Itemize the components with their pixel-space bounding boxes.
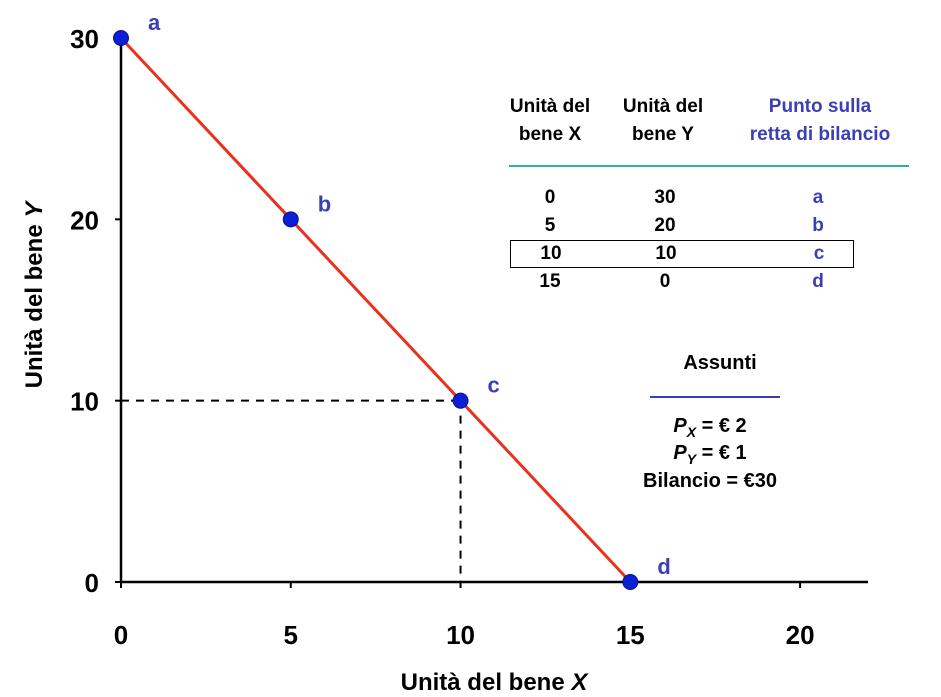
x-tick-label: 5 bbox=[284, 620, 298, 650]
point-label: a bbox=[148, 10, 161, 35]
table-header-y: Unità del bene Y bbox=[603, 93, 723, 149]
guide-lines bbox=[121, 399, 462, 582]
x-axis-label-text: Unità del bene bbox=[401, 669, 572, 696]
point-label: b bbox=[318, 191, 331, 216]
table-header-x: Unità del bene X bbox=[490, 93, 610, 149]
x-tick-label: 0 bbox=[114, 620, 128, 650]
table-header-point-line1: Punto sulla bbox=[768, 96, 872, 117]
assumptions-rule bbox=[650, 396, 780, 398]
price-x: PX = € 2 bbox=[673, 415, 747, 440]
point-label: d bbox=[657, 554, 670, 579]
table-header-point: Punto sulla retta di bilancio bbox=[720, 93, 920, 149]
budget-line-series bbox=[119, 36, 632, 584]
cell-y: 20 bbox=[654, 215, 676, 236]
price-x-value: = € 2 bbox=[701, 415, 747, 437]
price-y: PY = € 1 bbox=[673, 442, 747, 467]
tick-labels: 0 5 10 15 20 0 10 20 30 bbox=[70, 24, 814, 650]
table-header-x-line1: Unità del bbox=[509, 96, 591, 117]
cell-point: a bbox=[812, 187, 824, 208]
point-marker bbox=[452, 392, 469, 409]
y-axis-label: Unità del bene Y bbox=[21, 200, 48, 389]
x-tick-label: 10 bbox=[446, 620, 475, 650]
table-header-x-line2: bene X bbox=[518, 124, 582, 145]
x-tick-label: 20 bbox=[786, 620, 815, 650]
cell-y: 0 bbox=[659, 271, 671, 292]
table-header-y-line2: bene Y bbox=[632, 124, 694, 145]
cell-x: 15 bbox=[539, 271, 561, 292]
point-marker bbox=[113, 30, 129, 46]
table-row: 5 20 b bbox=[510, 212, 854, 240]
table-header-point-line2: retta di bilancio bbox=[749, 124, 891, 145]
point-markers: a b c d bbox=[113, 10, 671, 590]
point-label: c bbox=[488, 373, 500, 398]
cell-x: 0 bbox=[544, 187, 556, 208]
y-tick-label: 20 bbox=[70, 205, 99, 235]
cell-point: b bbox=[812, 215, 824, 236]
budget-line bbox=[119, 36, 632, 584]
point-marker bbox=[622, 574, 639, 590]
table-row: 0 30 a bbox=[510, 184, 854, 212]
assumptions-title: Assunti bbox=[683, 352, 757, 374]
table-row-highlighted: 10 10 c bbox=[510, 240, 854, 268]
point-marker bbox=[282, 211, 299, 228]
cell-point: d bbox=[812, 271, 824, 292]
cell-x: 10 bbox=[540, 243, 562, 264]
price-y-value: = € 1 bbox=[701, 442, 747, 464]
y-tick-label: 0 bbox=[85, 568, 99, 598]
table-row: 15 0 d bbox=[510, 268, 854, 296]
x-axis-label: Unità del bene X bbox=[401, 669, 590, 696]
table-header-rule bbox=[509, 165, 909, 167]
cell-x: 5 bbox=[544, 215, 556, 236]
table-header-y-line1: Unità del bbox=[622, 96, 704, 117]
cell-y: 10 bbox=[655, 243, 677, 264]
y-axis-label-text: Unità del bene bbox=[21, 218, 48, 389]
budget-value: Bilancio = €30 bbox=[643, 470, 777, 492]
cell-point: c bbox=[813, 243, 825, 264]
y-tick-label: 30 bbox=[70, 24, 99, 54]
cell-y: 30 bbox=[654, 187, 676, 208]
x-tick-label: 15 bbox=[616, 620, 645, 650]
y-tick-label: 10 bbox=[70, 387, 99, 417]
x-axis-label-var: X bbox=[569, 669, 589, 696]
y-axis-label-var: Y bbox=[21, 200, 48, 218]
